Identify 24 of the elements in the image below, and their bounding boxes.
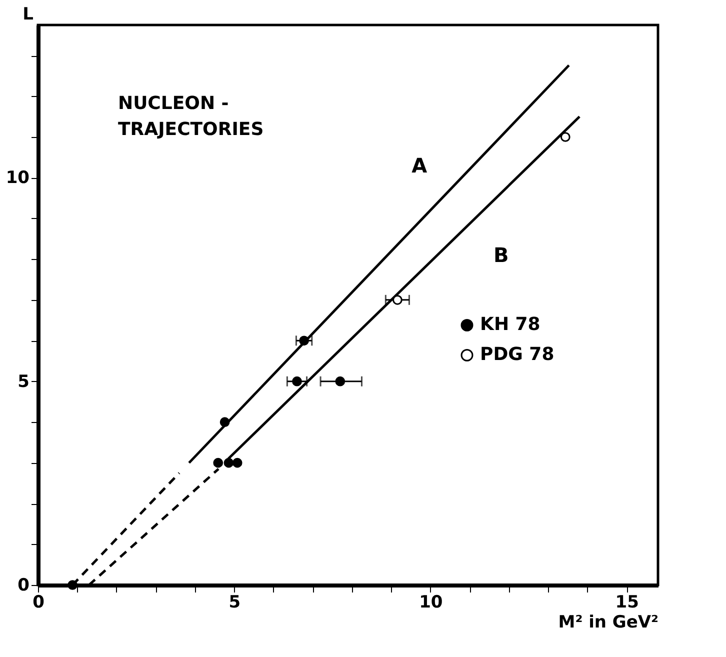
legend-label: KH 78 <box>480 314 540 336</box>
y-tick-label: 0 <box>18 576 30 596</box>
point <box>68 580 78 590</box>
y-axis-title: L <box>22 4 34 24</box>
point <box>232 458 242 468</box>
x-tick-label: 10 <box>419 592 443 612</box>
text: NUCLEON - TRAJECTORIES <box>118 93 264 140</box>
x-axis-title: M² in GeV² <box>558 612 658 632</box>
point <box>224 458 234 468</box>
series-label: B <box>494 243 509 268</box>
x-tick-label: 15 <box>615 592 639 612</box>
point <box>220 417 230 428</box>
series-label: A <box>412 154 428 178</box>
point <box>299 336 309 346</box>
y-tick-label: 5 <box>18 372 30 392</box>
point <box>292 376 302 386</box>
y-tick-label: 10 <box>6 168 30 188</box>
point <box>335 376 346 386</box>
point <box>560 132 570 142</box>
x-tick-label: 0 <box>32 592 45 612</box>
point <box>392 294 402 305</box>
legend-label: PDG 78 <box>480 344 554 366</box>
x-tick-label: 5 <box>228 592 241 612</box>
point <box>213 458 224 468</box>
